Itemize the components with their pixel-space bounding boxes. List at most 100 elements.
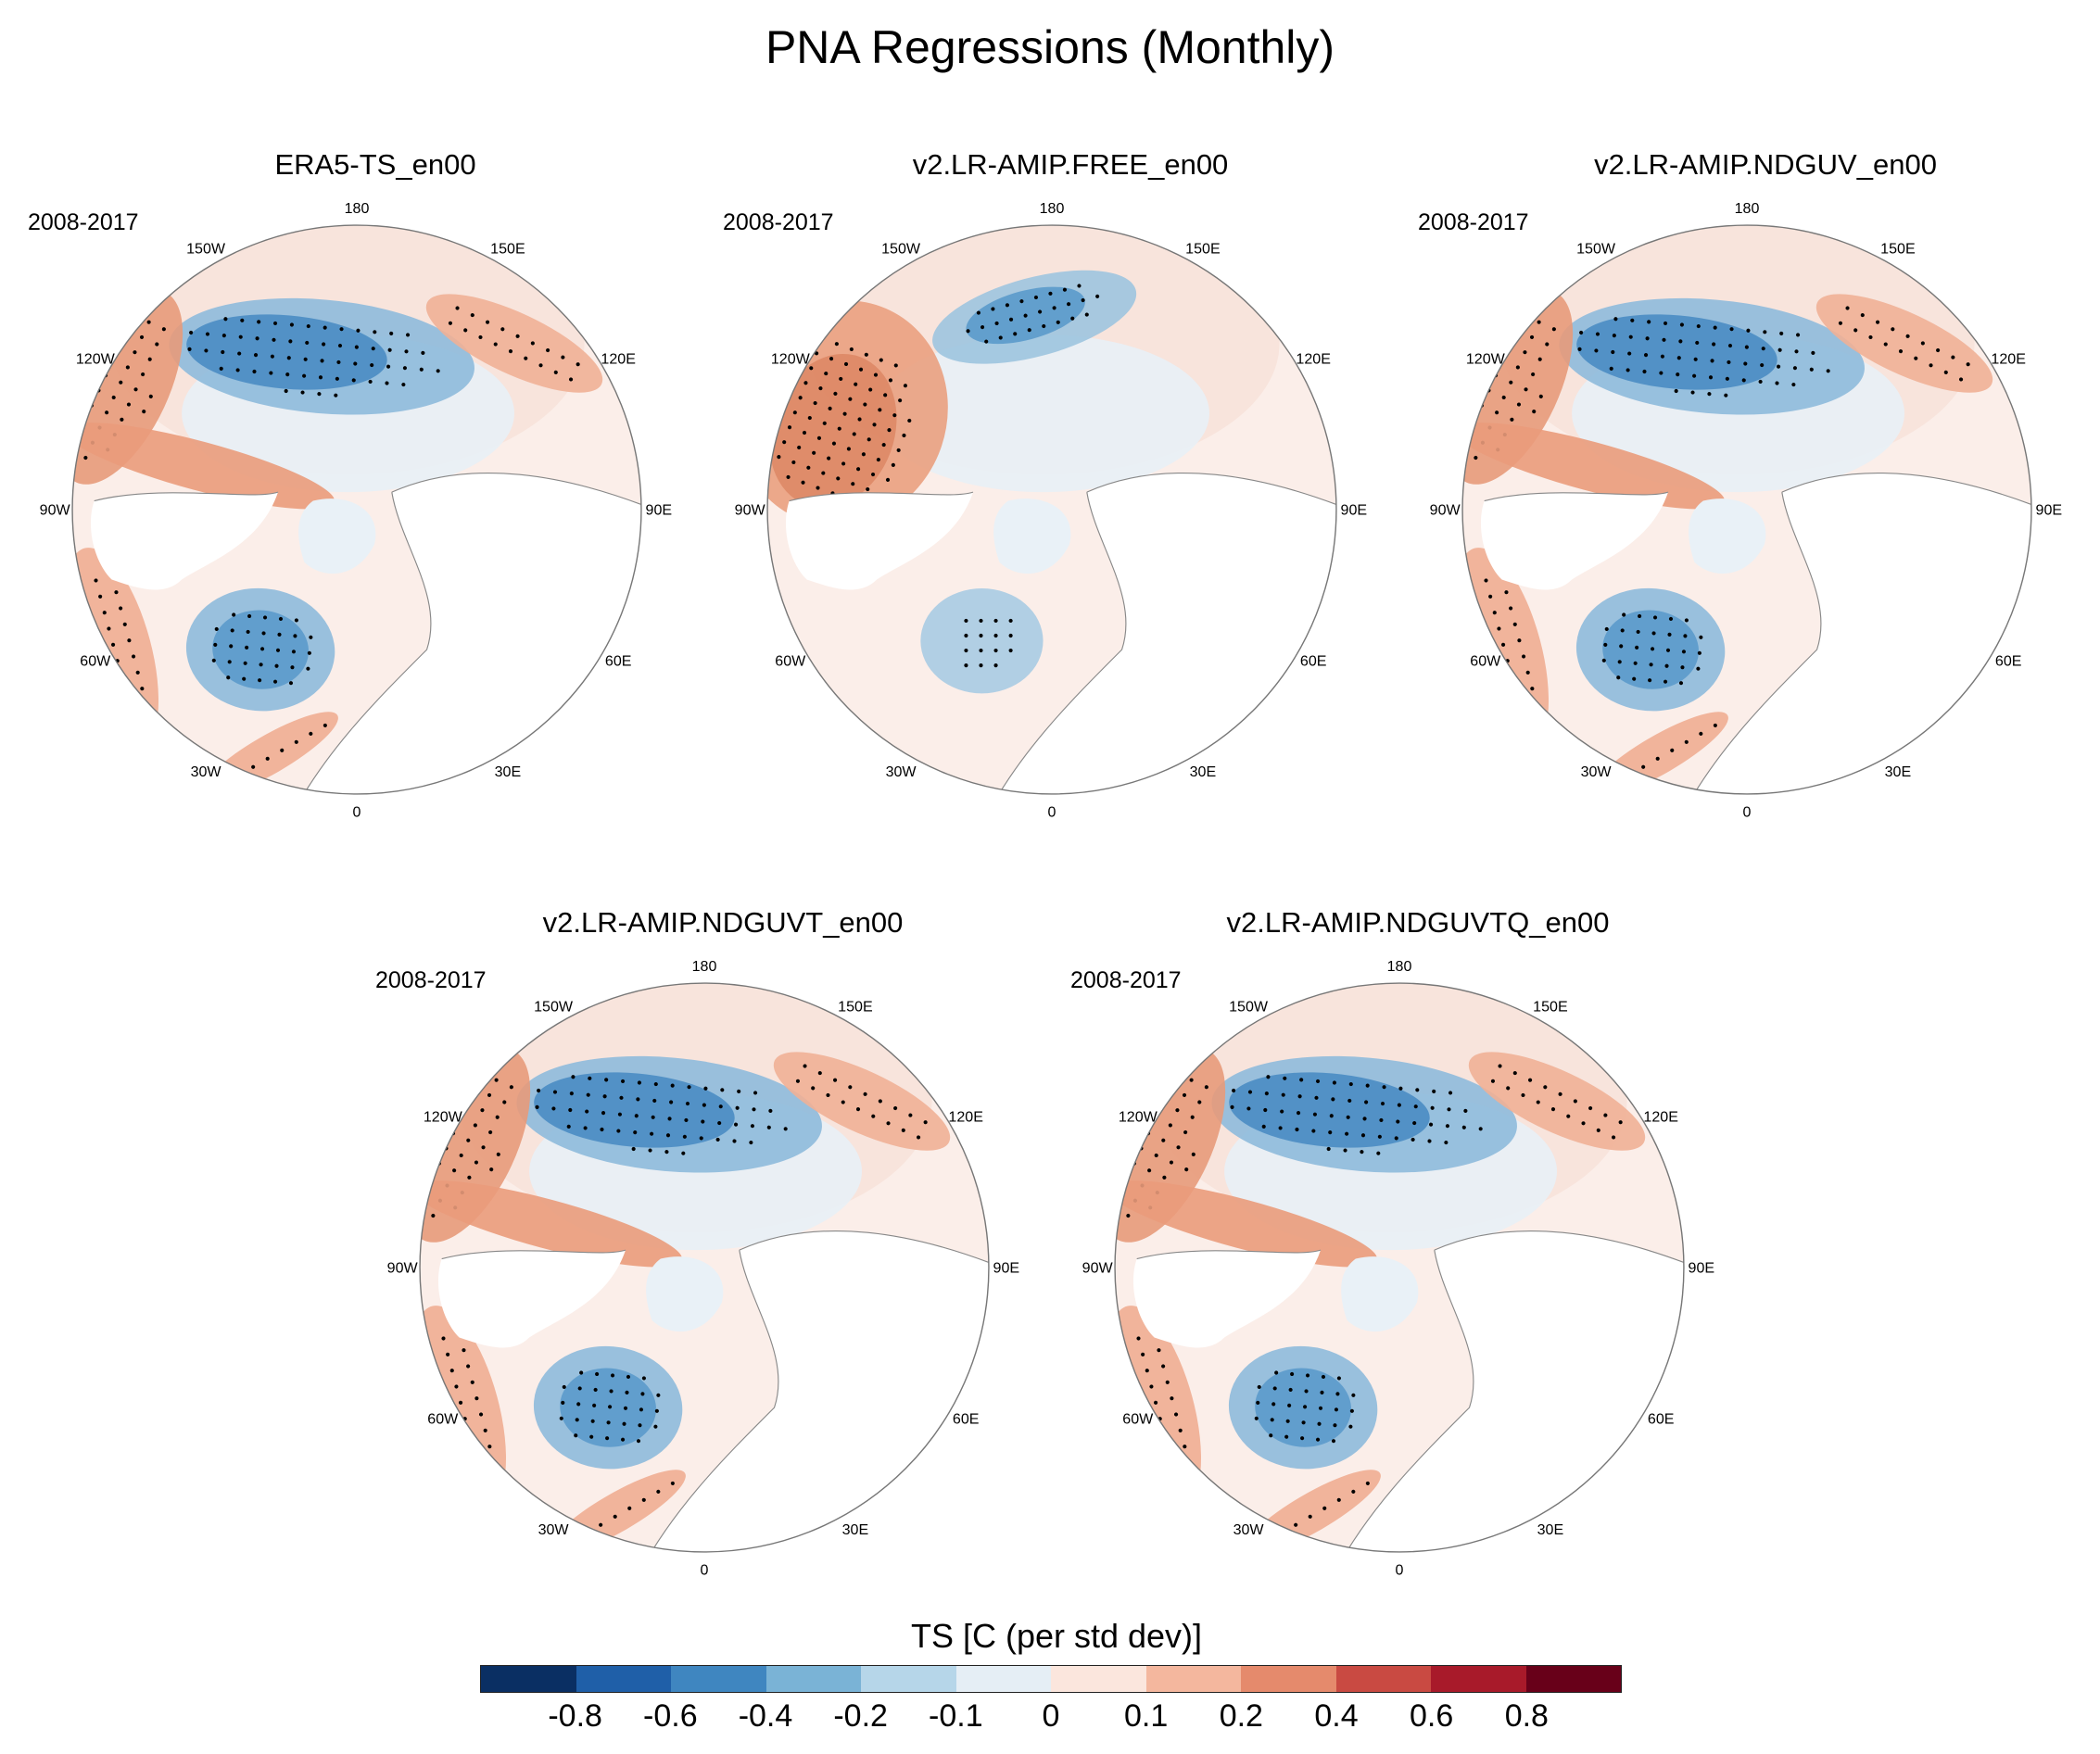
colorbar-tick-label: -0.1: [929, 1698, 983, 1734]
longitude-label: 60W: [1122, 1411, 1154, 1428]
negative-anomaly-atlantic-core: [1602, 610, 1699, 689]
longitude-label: 150W: [534, 998, 574, 1015]
map-boundary: [71, 224, 642, 795]
longitude-label: 30E: [1885, 763, 1912, 780]
longitude-label: 150E: [1880, 240, 1916, 257]
negative-anomaly-atlantic: [920, 588, 1044, 694]
coastline: [1484, 472, 2031, 794]
colorbar-swatch: [861, 1666, 956, 1692]
colorbar-swatch: [671, 1666, 766, 1692]
figure-title: PNA Regressions (Monthly): [765, 21, 1335, 73]
map-panel: v2.LR-AMIP.NDGUVTQ_en00 2008-2017 180 150E 1…: [1070, 906, 1765, 1647]
longitude-label: 60E: [1648, 1411, 1675, 1428]
panel-title: v2.LR-AMIP.NDGUVT_en00: [542, 906, 904, 939]
longitude-label: 60E: [605, 653, 632, 670]
map-panel: v2.LR-AMIP.NDGUVT_en00 2008-2017 180 150E 12…: [375, 906, 1070, 1647]
longitude-label: 30W: [886, 763, 917, 780]
longitude-label: 30E: [1190, 763, 1217, 780]
north-america-land: [1480, 492, 1668, 590]
longitude-label: 120E: [601, 351, 636, 368]
longitude-label: 90W: [387, 1260, 419, 1277]
longitude-label: 180: [1387, 958, 1412, 975]
longitude-label: 90W: [1082, 1260, 1114, 1277]
polar-map: 180 150E 120E 90E 60E 30E 0 30W 60W 90W 120W 150W: [40, 200, 673, 821]
map-boundary: [1461, 224, 2032, 795]
longitude-label: 0: [353, 804, 361, 821]
longitude-label: 60W: [775, 653, 806, 670]
longitude-label: 90E: [1341, 502, 1368, 519]
longitude-label: 60W: [427, 1411, 459, 1428]
longitude-label: 150E: [838, 998, 873, 1015]
map-panel: v2.LR-AMIP.NDGUV_en00 2008-2017 180 150E 120…: [1418, 148, 2100, 890]
panel-title: v2.LR-AMIP.NDGUVTQ_en00: [1226, 906, 1610, 939]
longitude-label: 30W: [1581, 763, 1613, 780]
colorbar-tick-label: -0.4: [738, 1698, 793, 1734]
significance-stipple: [1254, 1370, 1356, 1444]
colorbar-tick-label: 0: [1042, 1698, 1060, 1734]
longitude-label: 0: [701, 1562, 709, 1579]
longitude-label: 0: [1048, 804, 1056, 821]
map-boundary: [419, 982, 990, 1553]
significance-stipple: [1601, 612, 1703, 686]
panel-title: v2.LR-AMIP.FREE_en00: [912, 148, 1229, 181]
longitude-label: 60W: [80, 653, 111, 670]
longitude-label: 30W: [538, 1521, 570, 1538]
longitude-label: 150E: [490, 240, 525, 257]
arctic-ocean: [1689, 498, 1766, 574]
colorbar-bar: [480, 1665, 1622, 1693]
longitude-label: 30E: [842, 1521, 869, 1538]
north-america-land: [785, 492, 973, 590]
longitude-label: 120W: [1466, 351, 1506, 368]
longitude-label: 120W: [76, 351, 116, 368]
longitude-label: 120E: [1296, 351, 1331, 368]
colorbar-title: TS [C (per std dev)]: [910, 1617, 1203, 1655]
arctic-ocean: [993, 498, 1071, 574]
coastline: [1136, 1230, 1684, 1552]
significance-stipple: [535, 1075, 788, 1155]
map-boundary: [1114, 982, 1685, 1553]
colorbar-swatch: [955, 1666, 1051, 1692]
longitude-label: 180: [345, 200, 370, 217]
longitude-label: 120E: [1991, 351, 2026, 368]
colorbar-tick-label: -0.6: [643, 1698, 698, 1734]
longitude-label: 90E: [2036, 502, 2063, 519]
longitude-label: 60E: [1300, 653, 1327, 670]
longitude-label: 150W: [1229, 998, 1269, 1015]
significance-stipple: [1490, 1064, 1623, 1140]
longitude-label: 120E: [1643, 1109, 1678, 1126]
longitude-label: 60E: [1995, 653, 2022, 670]
colorbar-tick-label: 0.2: [1219, 1698, 1263, 1734]
positive-anomaly-siberia: [425, 294, 603, 393]
north-america-land: [90, 492, 278, 590]
longitude-label: 120E: [948, 1109, 983, 1126]
longitude-label: 120W: [771, 351, 811, 368]
significance-stipple: [448, 306, 580, 382]
colorbar-swatch: [1241, 1666, 1336, 1692]
polar-map: 180 150E 120E 90E 60E 30E 0 30W 60W 90W 120W 150W: [1082, 958, 1715, 1579]
significance-stipple: [1577, 317, 1830, 397]
significance-stipple: [964, 618, 1013, 668]
colorbar-tick-label: 0.6: [1410, 1698, 1454, 1734]
longitude-label: 120W: [424, 1109, 463, 1126]
longitude-label: 150E: [1533, 998, 1568, 1015]
longitude-label: 150W: [881, 240, 921, 257]
colorbar-tick-label: -0.8: [548, 1698, 602, 1734]
colorbar-tick-label: 0.4: [1314, 1698, 1359, 1734]
longitude-label: 90E: [993, 1260, 1020, 1277]
negative-anomaly-atlantic-core: [1255, 1368, 1351, 1447]
significance-stipple: [966, 284, 1100, 344]
positive-anomaly-west-coast: [72, 423, 335, 510]
coastline: [441, 1230, 989, 1552]
longitude-label: 90W: [1430, 502, 1461, 519]
longitude-label: 150W: [186, 240, 226, 257]
longitude-label: 30W: [1233, 1521, 1265, 1538]
polar-map: 180 150E 120E 90E 60E 30E 0 30W 60W 90W 120W 150W: [735, 200, 1368, 821]
coastline: [94, 472, 641, 794]
map-panel: ERA5-TS_en00 2008-2017 180 150E 120E 90E 60E 30…: [28, 148, 723, 890]
north-america-land: [437, 1250, 626, 1348]
longitude-label: 30E: [1537, 1521, 1564, 1538]
positive-anomaly-west-coast: [420, 1180, 683, 1268]
period-label: 2008-2017: [1418, 209, 1529, 235]
positive-anomaly-siberia: [773, 1052, 951, 1151]
colorbar-swatch: [576, 1666, 671, 1692]
